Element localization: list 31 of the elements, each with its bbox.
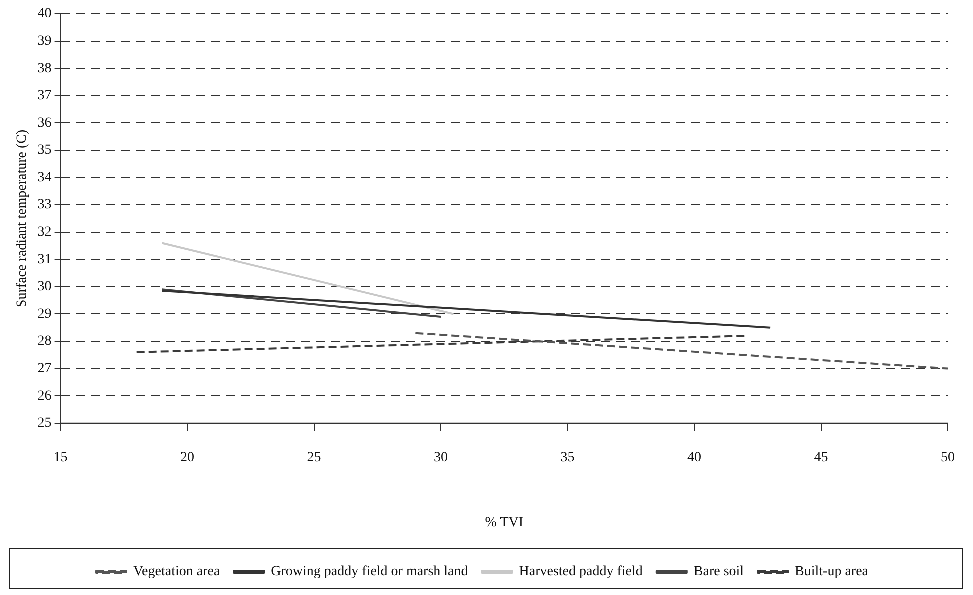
x-tick-label: 20 [180, 450, 195, 466]
y-tick-label: 39 [38, 34, 52, 49]
y-tick-label: 38 [38, 61, 52, 76]
y-tick-label: 37 [38, 88, 52, 104]
x-tick-label: 15 [54, 450, 68, 466]
legend-label: Vegetation area [133, 564, 221, 580]
legend-label: Bare soil [694, 564, 744, 580]
x-tick-label: 25 [307, 450, 322, 466]
x-axis-title: % TVI [485, 515, 524, 530]
y-tick-label: 25 [38, 416, 52, 432]
y-tick-label: 40 [38, 6, 52, 22]
legend-label: Harvested paddy field [519, 564, 643, 580]
y-tick-label: 35 [38, 143, 52, 158]
y-tick-label: 32 [38, 225, 52, 240]
y-axis-title: Surface radiant temperature (C) [15, 130, 30, 308]
x-tick-label: 45 [814, 450, 828, 466]
y-tick-label: 28 [38, 334, 52, 350]
y-tick-label: 33 [38, 198, 52, 213]
y-tick-label: 36 [38, 116, 52, 131]
x-tick-label: 30 [434, 450, 448, 466]
y-tick-label: 31 [38, 252, 52, 268]
x-tick-label: 40 [688, 450, 702, 466]
y-tick-label: 27 [38, 361, 52, 376]
x-tick-label: 35 [560, 450, 575, 466]
y-tick-label: 30 [38, 280, 52, 295]
legend-label: Growing paddy field or marsh land [271, 564, 468, 580]
x-tick-label: 50 [941, 450, 955, 466]
y-tick-label: 26 [38, 388, 52, 404]
y-tick-label: 29 [38, 306, 52, 322]
legend-label: Built-up area [795, 564, 870, 580]
y-tick-label: 34 [38, 170, 52, 186]
